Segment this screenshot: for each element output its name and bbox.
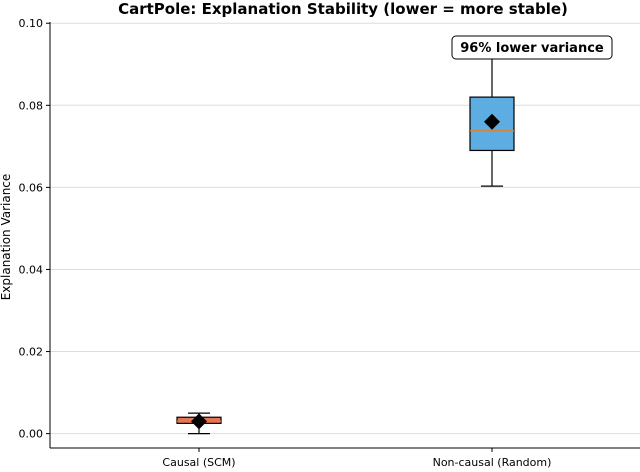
mean-marker [484,113,500,130]
y-tick-label: 0.02 [19,346,44,359]
boxes [176,36,515,435]
box-group [176,412,222,435]
x-tick-label: Non-causal (Random) [433,456,552,469]
y-axis-label: Explanation Variance [0,174,13,301]
axes [49,22,640,449]
y-tick-label: 0.04 [19,263,44,276]
annotation: 96% lower variance [451,35,613,60]
y-tick-label: 0.08 [19,99,44,112]
y-tick-label: 0.10 [19,17,44,30]
y-tick-label: 0.00 [19,428,44,441]
y-tick-label: 0.06 [19,181,44,194]
annotation-text: 96% lower variance [460,41,604,56]
chart-title: CartPole: Explanation Stability (lower =… [118,0,568,18]
grid-lines [46,22,640,435]
annotation-box [451,35,613,60]
x-tick-labels: Causal (SCM) Non-causal (Random) [162,448,551,469]
box-group [469,36,515,187]
x-tick-label: Causal (SCM) [162,456,235,469]
mean-marker [191,413,207,430]
y-tick-labels: 0.00 0.02 0.04 0.06 0.08 0.10 [19,17,44,440]
